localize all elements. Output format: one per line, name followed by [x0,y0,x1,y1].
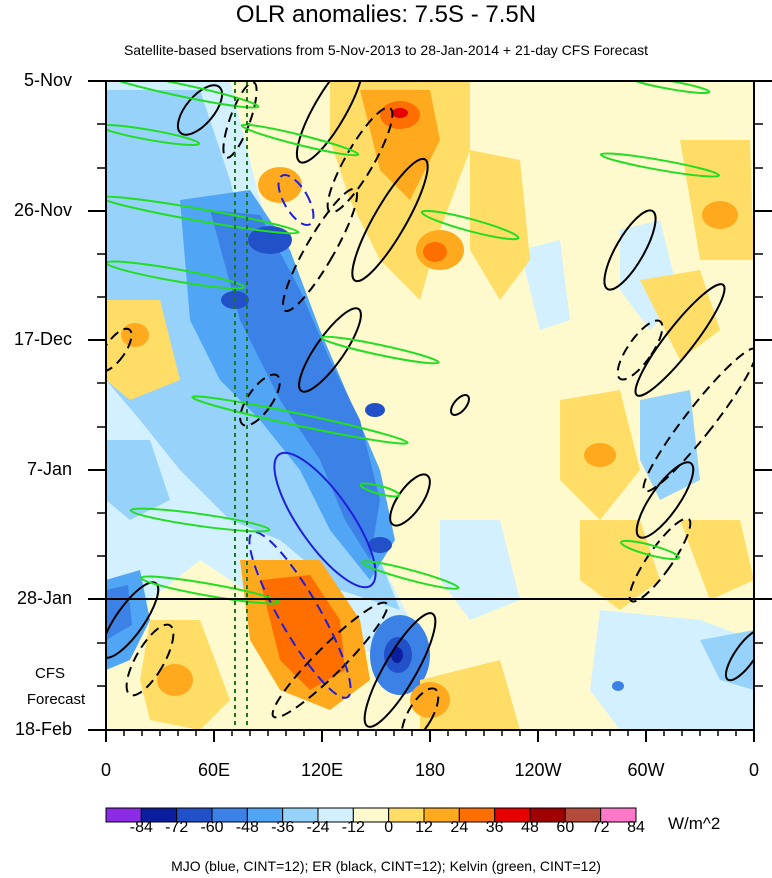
colorbar-label: -12 [341,819,365,836]
mjo-contours [248,174,377,699]
x-tick-label: 120W [514,760,562,780]
chart-title: OLR anomalies: 7.5S - 7.5N [235,1,537,28]
kelvin-contours [106,81,721,605]
x-tick-label: 180 [414,760,446,780]
colorbar-swatch [600,807,637,823]
x-tick-label: 60W [627,760,665,780]
x-tick-label: 120E [300,760,344,780]
colorbar-label: 36 [485,819,504,836]
colorbar-label: -84 [129,819,153,836]
colorbar-label: 24 [450,819,469,836]
colorbar-label: -72 [165,819,189,836]
colorbar-label: 84 [627,819,645,836]
colorbar [105,807,637,823]
x-major-ticks [105,730,755,742]
forecast-label: Forecast [26,691,86,708]
er-contours [106,81,754,728]
colorbar-label: -48 [235,819,259,836]
x-tick-label: 60E [197,760,231,780]
colorbar-label: 48 [521,819,539,836]
x-minor-ticks [123,730,737,736]
colorbar-label: 12 [415,819,433,836]
caption: MJO (blue, CINT=12); ER (black, CINT=12)… [171,858,601,874]
x-tick-label: 0 [100,760,111,780]
colorbar-label: -60 [200,819,224,836]
colorbar-label: -24 [306,819,330,836]
colorbar-label: 0 [384,819,394,836]
y-tick-label: 7-Jan [26,459,72,479]
chart-subtitle: Satellite-based bservations from 5-Nov-2… [123,42,649,58]
x-tick-label: 0 [748,760,759,780]
y-minor-ticks [97,123,763,687]
colorbar-label: 72 [591,819,610,836]
y-tick-label: 26-Nov [13,200,72,220]
y-tick-label: 17-Dec [13,329,72,349]
colorbar-label: -36 [271,819,295,836]
y-tick-label: 18-Feb [14,719,72,739]
colorbar-label: 60 [556,819,575,836]
y-major-ticks [88,80,772,731]
units-label: W/m^2 [668,814,721,833]
y-tick-label: 28-Jan [16,588,72,608]
y-tick-label: 5-Nov [23,70,72,90]
forecast-label: CFS [35,665,65,682]
